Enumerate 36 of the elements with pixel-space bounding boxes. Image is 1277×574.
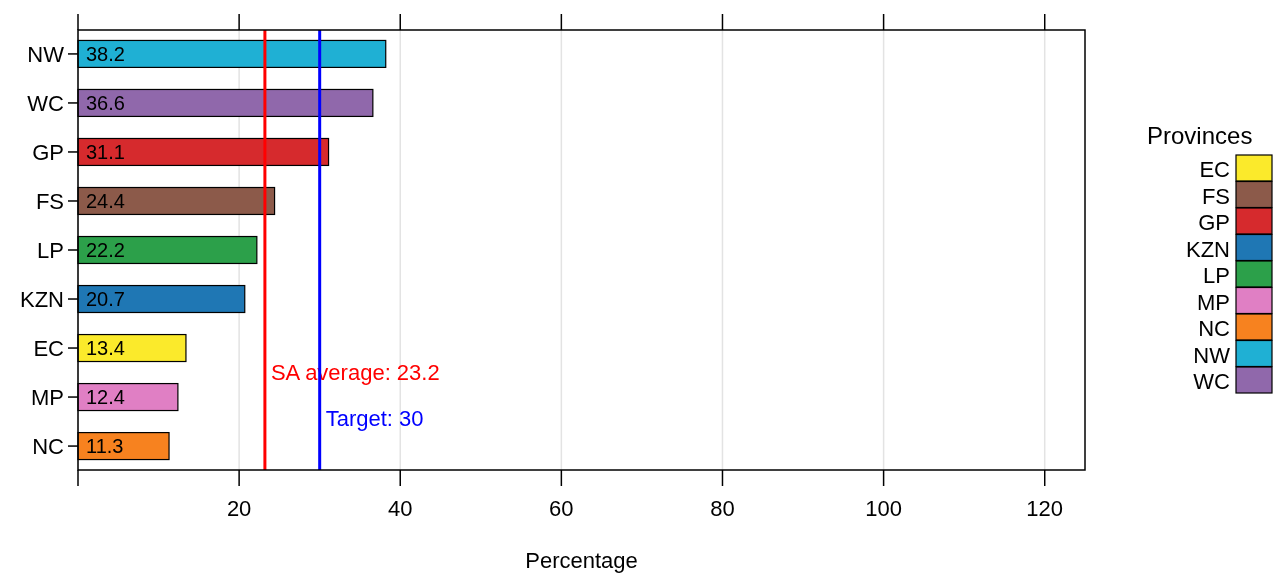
data-label: 11.3 — [86, 435, 124, 458]
y-tick-label: NC — [32, 434, 65, 460]
x-tick-label: 100 — [865, 496, 902, 521]
y-tick-label: FS — [35, 188, 64, 214]
legend-label: EC — [1199, 157, 1231, 182]
legend-label: NC — [1198, 316, 1231, 341]
y-tick-label: KZN — [20, 287, 64, 313]
legend-label: MP — [1197, 289, 1230, 315]
x-tick-label: 120 — [1026, 496, 1064, 521]
x-tick-label: 60 — [549, 496, 574, 521]
x-tick-label: 40 — [388, 496, 413, 521]
data-label: 36.6 — [86, 91, 125, 114]
legend-label: WC — [1193, 369, 1231, 394]
x-tick-label: 20 — [226, 496, 252, 521]
y-tick-label: NW — [27, 41, 65, 67]
legend-label: KZN — [1186, 236, 1230, 262]
data-label: 13.4 — [86, 337, 125, 360]
x-tick-label: 80 — [710, 496, 735, 521]
ref-line-label: Target: 30 — [325, 406, 424, 431]
y-tick-label: GP — [32, 139, 64, 165]
y-tick-label: WC — [27, 90, 65, 116]
data-label: 31.1 — [86, 140, 125, 163]
x-axis-title: Percentage — [525, 548, 638, 573]
legend-label: FS — [1201, 183, 1230, 209]
data-label: 24.4 — [86, 189, 125, 212]
y-tick-label: MP — [31, 385, 64, 411]
data-label: 20.7 — [86, 288, 125, 311]
y-tick-label: LP — [37, 238, 64, 263]
legend-label: GP — [1198, 210, 1230, 235]
y-tick-label: EC — [33, 336, 65, 362]
legend-title: Provinces — [1147, 122, 1253, 149]
legend-label: LP — [1203, 263, 1230, 288]
data-label: 22.2 — [86, 239, 125, 261]
data-label: 38.2 — [86, 42, 125, 65]
legend-label: NW — [1193, 342, 1231, 368]
data-label: 12.4 — [86, 386, 125, 409]
